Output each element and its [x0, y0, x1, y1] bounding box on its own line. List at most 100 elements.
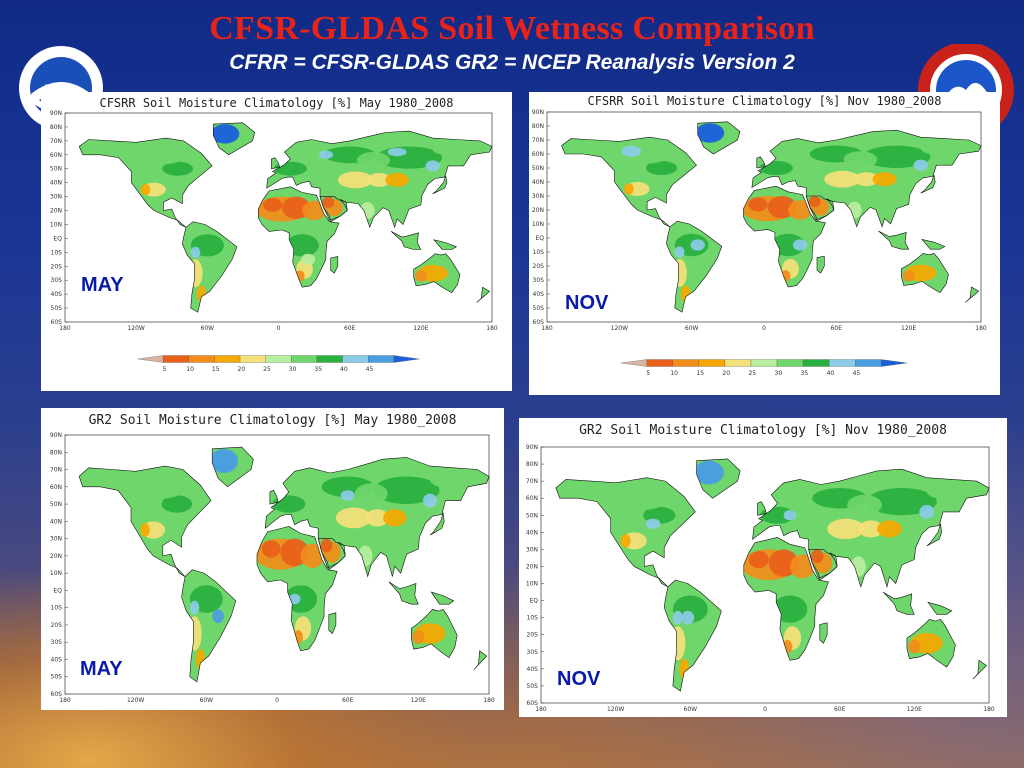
colorbar-tick-label: 30 — [775, 370, 783, 377]
colorbar-tick-label: 5 — [646, 370, 650, 377]
lon-tick-label: 180 — [975, 325, 987, 332]
lon-tick-label: 60E — [831, 325, 843, 332]
lon-tick-label: 120W — [607, 706, 624, 713]
lon-tick-label: 60W — [685, 325, 699, 332]
lon-tick-label: 0 — [763, 706, 767, 713]
lat-tick-label: 30S — [51, 277, 63, 284]
map-panel-cfsrr-may: CFSRR Soil Moisture Climatology [%] May … — [41, 92, 512, 391]
lat-tick-label: 60N — [532, 151, 544, 158]
colorbar-tick-label: 25 — [748, 370, 756, 377]
map-panel-gr2-nov: GR2 Soil Moisture Climatology [%] Nov 19… — [519, 418, 1007, 717]
new-zealand-coastline — [476, 286, 491, 303]
greenland-coastline — [696, 458, 741, 499]
greenland-coastline — [697, 121, 741, 155]
lat-tick-label: 20S — [533, 263, 545, 270]
lat-tick-label: 40S — [527, 666, 539, 673]
indonesia-coastline — [390, 231, 422, 250]
indonesia-coastline — [882, 591, 915, 615]
lat-tick-label: 50S — [51, 674, 63, 681]
lat-tick-label: 10N — [532, 221, 544, 228]
lat-tick-label: 60N — [526, 495, 538, 502]
lon-tick-label: 0 — [275, 697, 279, 704]
month-label: MAY — [80, 658, 123, 680]
lat-tick-label: 80N — [532, 123, 544, 130]
lon-tick-label: 180 — [535, 706, 547, 713]
colorbar-tick-label: 40 — [340, 366, 348, 373]
japan-coastline — [429, 512, 445, 536]
lat-tick-label: 20S — [51, 263, 63, 270]
lat-tick-label: 40N — [50, 518, 62, 525]
lat-tick-label: 50S — [51, 305, 63, 312]
lat-tick-label: 20N — [532, 207, 544, 214]
lat-tick-label: 80N — [50, 124, 62, 131]
south-america-coastline — [182, 221, 238, 313]
lat-tick-label: 80N — [526, 461, 538, 468]
colorbar-tick-label: 20 — [722, 370, 730, 377]
colorbar-tick-label: 5 — [163, 366, 167, 373]
lat-tick-label: 50N — [50, 501, 62, 508]
colorbar-tick-label: 10 — [186, 366, 194, 373]
map-panel-gr2-may: GR2 Soil Moisture Climatology [%] May 19… — [41, 408, 504, 710]
north-america-coastline — [555, 477, 696, 588]
slide-title: CFSR-GLDAS Soil Wetness Comparison — [209, 10, 815, 47]
greenland-coastline — [213, 122, 256, 156]
australia-coastline — [413, 253, 461, 294]
lon-tick-label: 180 — [541, 325, 553, 332]
lon-tick-label: 60W — [201, 325, 215, 332]
colorbar-tick-label: 45 — [853, 370, 861, 377]
lon-tick-label: 120W — [127, 325, 144, 332]
colorbar-tick-label: 15 — [212, 366, 220, 373]
lon-tick-label: 60W — [200, 697, 214, 704]
lon-tick-label: 120E — [907, 706, 922, 713]
month-label: NOV — [565, 292, 609, 314]
lat-tick-label: 30S — [533, 277, 545, 284]
indonesia-coastline — [388, 581, 419, 605]
lat-tick-label: 30S — [51, 639, 63, 646]
lat-tick-label: 30N — [50, 194, 62, 201]
lat-tick-label: EQ — [535, 235, 544, 242]
colorbar-tick-label: 30 — [289, 366, 297, 373]
lat-tick-label: 40N — [532, 179, 544, 186]
lat-tick-label: 10S — [51, 249, 63, 256]
madagascar-coastline — [330, 256, 339, 274]
lon-tick-label: 60E — [834, 706, 846, 713]
africa-coastline — [258, 186, 340, 288]
lon-tick-label: 180 — [59, 325, 71, 332]
lon-tick-label: 180 — [483, 697, 495, 704]
new-guinea-coastline — [430, 591, 455, 605]
map-title: CFSRR Soil Moisture Climatology [%] May … — [99, 96, 454, 110]
month-label: MAY — [81, 274, 124, 296]
lat-tick-label: 10N — [50, 221, 62, 228]
north-america-coastline — [78, 465, 212, 577]
map-title: GR2 Soil Moisture Climatology [%] May 19… — [88, 413, 457, 428]
lat-tick-label: 60S — [51, 691, 63, 698]
lat-tick-label: 10N — [526, 581, 538, 588]
lat-tick-label: 50S — [527, 683, 539, 690]
arabia-coastline — [808, 549, 838, 579]
lat-tick-label: 50N — [526, 512, 538, 519]
lat-tick-label: 90N — [526, 444, 538, 451]
lat-tick-label: 60S — [533, 319, 545, 326]
lat-tick-label: 60N — [50, 152, 62, 159]
africa-coastline — [743, 185, 826, 288]
map-panel-cfsrr-nov: CFSRR Soil Moisture Climatology [%] Nov … — [529, 92, 1000, 395]
lat-tick-label: 50S — [533, 305, 545, 312]
map-title: GR2 Soil Moisture Climatology [%] Nov 19… — [579, 423, 947, 438]
lat-tick-label: 10S — [527, 615, 539, 622]
map-title: CFSRR Soil Moisture Climatology [%] Nov … — [587, 94, 942, 108]
uk-coastline — [269, 489, 279, 505]
lat-tick-label: 60S — [527, 700, 539, 707]
indonesia-coastline — [878, 230, 910, 250]
lat-tick-label: 50N — [532, 165, 544, 172]
lon-tick-label: 0 — [762, 325, 766, 332]
madagascar-coastline — [328, 612, 337, 635]
new-zealand-coastline — [972, 659, 987, 680]
lat-tick-label: 60N — [50, 484, 62, 491]
north-america-coastline — [561, 136, 697, 228]
australia-coastline — [901, 253, 949, 293]
colorbar-tick-label: 15 — [696, 370, 704, 377]
colorbar-tick-label: 40 — [827, 370, 835, 377]
lat-tick-label: 70N — [526, 478, 538, 485]
new-guinea-coastline — [433, 239, 458, 250]
lat-tick-label: 90N — [50, 110, 62, 117]
